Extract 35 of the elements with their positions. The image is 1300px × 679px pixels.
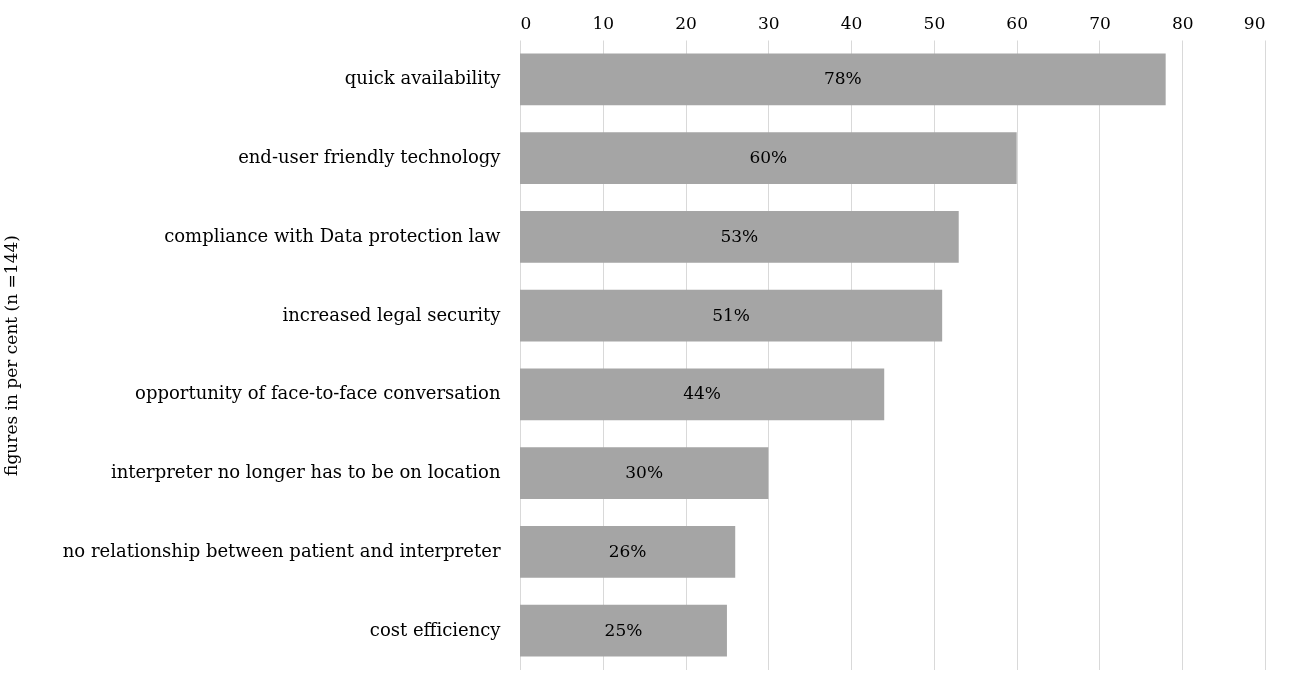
x-tick-label: 10	[592, 12, 615, 33]
x-tick-label: 90	[1243, 12, 1266, 33]
x-tick-label: 20	[675, 12, 697, 33]
bar	[520, 447, 769, 500]
x-tick-label: 60	[1006, 12, 1028, 33]
x-tick-label: 50	[923, 12, 946, 33]
y-tick-label: no relationship between patient and interpreter	[62, 539, 501, 561]
y-tick-label: quick availability	[344, 67, 502, 89]
bar	[520, 210, 959, 263]
y-axis-title: figures in per cent (n =144)	[0, 235, 21, 476]
bar	[520, 525, 736, 578]
data-label: 25%	[604, 619, 643, 640]
x-tick-label: 70	[1089, 12, 1111, 33]
y-tick-label: compliance with Data protection law	[164, 224, 502, 246]
x-tick-label: 80	[1171, 12, 1194, 33]
y-tick-label: end-user friendly technology	[238, 146, 502, 168]
y-tick-label: interpreter no longer has to be on location	[110, 461, 501, 483]
data-label: 30%	[625, 462, 664, 483]
data-label: 53%	[720, 225, 759, 246]
y-tick-label: cost efficiency	[369, 618, 502, 640]
bar	[520, 368, 885, 421]
bar	[520, 53, 1166, 106]
data-label: 78%	[823, 68, 862, 89]
data-label: 44%	[683, 383, 722, 404]
x-tick-label: 40	[840, 12, 863, 33]
bar	[520, 289, 943, 342]
x-tick-label: 30	[758, 12, 780, 33]
y-tick-label: opportunity of face-to-face conversation	[135, 382, 501, 404]
bar	[520, 604, 727, 657]
data-label: 26%	[608, 540, 647, 561]
x-tick-label: 0	[520, 12, 532, 33]
data-label: 60%	[749, 147, 788, 168]
bar	[520, 132, 1017, 185]
y-tick-label: increased legal security	[282, 303, 502, 325]
data-label: 51%	[712, 304, 750, 325]
